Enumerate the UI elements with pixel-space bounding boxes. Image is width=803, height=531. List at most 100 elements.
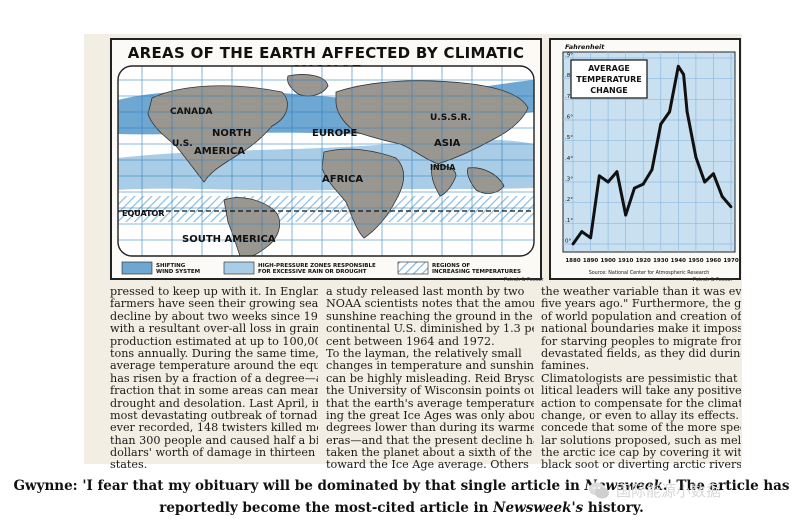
article-line: black soot or diverting arctic rivers,	[541, 458, 741, 472]
chart-source: Source: National Center for Atmospheric …	[589, 270, 710, 276]
temperature-data-point	[624, 213, 628, 217]
temperature-data-point	[571, 242, 575, 246]
temperature-chart: Fahrenheit 0° .1° .2° .3° .4° .5° .6° .7° .8° .9°…	[562, 43, 739, 276]
x-tick-label: 1880	[565, 258, 580, 264]
article-line: has risen by a fraction of a degree—a	[110, 371, 318, 385]
label-america-north: AMERICA	[194, 146, 245, 157]
article-line: Climatologists are pessimistic that po-	[541, 371, 741, 385]
caption-line-2-a: reportedly become the most-cited article…	[159, 500, 494, 516]
y-tick-label: .1°	[565, 218, 573, 224]
article-line: dollars' worth of damage in thirteen U.S…	[110, 446, 318, 460]
x-tick-label: 1970	[723, 258, 738, 264]
article-line: the University of Wisconsin points out	[326, 384, 534, 398]
x-tick-label: 1930	[653, 258, 668, 264]
caption-line-1: Gwynne: 'I fear that my obituary will be…	[0, 478, 803, 494]
article-line: most devastating outbreak of tornadoes	[110, 408, 318, 422]
article-line: ever recorded, 148 twisters killed more	[110, 421, 318, 435]
article-line: of world population and creation of new	[541, 309, 741, 323]
eurasia-landmass	[335, 80, 529, 165]
article-line: action to compensate for the climatic	[541, 396, 741, 410]
caption-line-2-c: history.	[583, 500, 644, 516]
india-landmass	[431, 165, 457, 197]
y-tick-label: .7°	[565, 94, 573, 100]
legend-wind-line2: WIND SYSTEM	[156, 269, 200, 275]
article-line: tons annually. During the same time, the	[110, 346, 318, 360]
caption-line-1-a: Gwynne: 'I fear that my obituary will be…	[13, 478, 585, 494]
y-tick-label: .9°	[565, 53, 573, 59]
x-tick-label: 1950	[688, 258, 703, 264]
article-line: litical leaders will take any positive	[541, 384, 741, 398]
article-line: states.	[110, 458, 148, 472]
legend-wind-line1: SHIFTING	[156, 263, 186, 269]
temperature-data-point	[712, 172, 715, 176]
x-tick-label: 1910	[618, 258, 633, 264]
label-india: INDIA	[430, 163, 456, 172]
temperature-data-point	[659, 122, 663, 126]
label-equator: EQUATOR	[122, 209, 165, 218]
article-line: lar solutions proposed, such as melting	[541, 433, 741, 447]
article-line: pressed to keep up with it. In England,	[110, 286, 318, 298]
article-line: can be highly misleading. Reid Bryson of	[326, 371, 534, 385]
label-us: U.S.	[172, 139, 193, 149]
article-line: fraction that in some areas can mean	[110, 384, 318, 398]
article-line: changes in temperature and sunshine	[326, 359, 534, 373]
climate-map-panel: AREAS OF THE EARTH AFFECTED BY CLIMATIC …	[110, 38, 542, 280]
article-line: production estimated at up to 100,000	[110, 334, 318, 348]
article-line: decline by about two weeks since 1950,	[110, 309, 318, 323]
temperature-series-line	[571, 64, 733, 245]
chart-title-line3: CHANGE	[590, 86, 627, 95]
y-tick-label: .8°	[565, 73, 573, 79]
y-tick-label: .6°	[565, 115, 573, 121]
label-europe: EUROPE	[312, 128, 357, 139]
label-asia: ASIA	[434, 138, 461, 149]
label-north: NORTH	[212, 128, 251, 139]
article-line: famines.	[541, 359, 590, 373]
legend-pressure-line1: HIGH-PRESSURE ZONES RESPONSIBLE	[258, 263, 376, 269]
legend-temperature-line2: INCREASING TEMPERATURES	[432, 269, 521, 275]
article-line: drought and desolation. Last April, in t…	[110, 396, 318, 410]
chart-title-line1: AVERAGE	[588, 64, 630, 73]
caption-line-2: reportedly become the most-cited article…	[0, 500, 803, 516]
article-line: change, or even to allay its effects. Th…	[541, 408, 741, 422]
increasing-temperature-region	[118, 196, 534, 222]
article-line: average temperature around the equator	[110, 359, 318, 373]
article-line: that the earth's average temperature dur…	[326, 396, 534, 410]
temperature-data-point	[729, 205, 733, 209]
x-tick-label: 1940	[671, 258, 686, 264]
chart-y-unit: Fahrenheit	[565, 43, 605, 51]
article-line: ing the great Ice Ages was only about 7	[326, 408, 534, 422]
temperature-data-point	[703, 180, 707, 184]
legend-pressure-line2: FOR EXCESSIVE RAIN OR DROUGHT	[258, 269, 367, 275]
article-line: devastated fields, as they did during pa…	[541, 346, 741, 360]
temperature-data-point	[641, 182, 645, 186]
temperature-data-point	[694, 155, 698, 159]
north-america-landmass	[147, 85, 288, 183]
article-column-2: a study released last month by two NOAA s…	[326, 286, 534, 472]
x-tick-label: 1900	[600, 258, 615, 264]
southeast-asia-landmass	[467, 167, 505, 194]
legend-temperature-line1: REGIONS OF	[432, 263, 470, 269]
africa-landmass	[321, 148, 404, 239]
article-column-1: pressed to keep up with it. In England, f…	[110, 286, 318, 472]
y-tick-label: .5°	[565, 135, 573, 141]
y-tick-label: .3°	[565, 177, 573, 183]
temperature-data-point	[720, 195, 724, 198]
article-line: toward the Ice Age average. Others	[326, 458, 529, 472]
article-line: NOAA scientists notes that the amount of	[326, 297, 534, 311]
y-tick-label: 0°	[565, 239, 571, 245]
article-line: sunshine reaching the ground in the	[326, 309, 533, 323]
legend-swatch-wind	[121, 261, 153, 275]
watermark-text: 国际能源小数据	[616, 482, 722, 500]
chart-title-line2: TEMPERATURE	[576, 75, 642, 84]
caption-line-1-c: .' The article has	[662, 478, 790, 494]
article-line: taken the planet about a sixth of the wa…	[326, 446, 534, 460]
x-tick-label: 1920	[636, 258, 651, 264]
article-line: degrees lower than during its warmest	[326, 421, 534, 435]
y-tick-label: .4°	[565, 156, 573, 162]
article-line: a study released last month by two	[326, 286, 525, 298]
temperature-data-point	[633, 186, 636, 190]
article-line: eras—and that the present decline has	[326, 433, 534, 447]
article-line: with a resultant over-all loss in grain	[110, 322, 318, 336]
map-credit: Petruk & Feeser	[504, 277, 544, 283]
article-line: five years ago." Furthermore, the growth	[541, 297, 741, 311]
